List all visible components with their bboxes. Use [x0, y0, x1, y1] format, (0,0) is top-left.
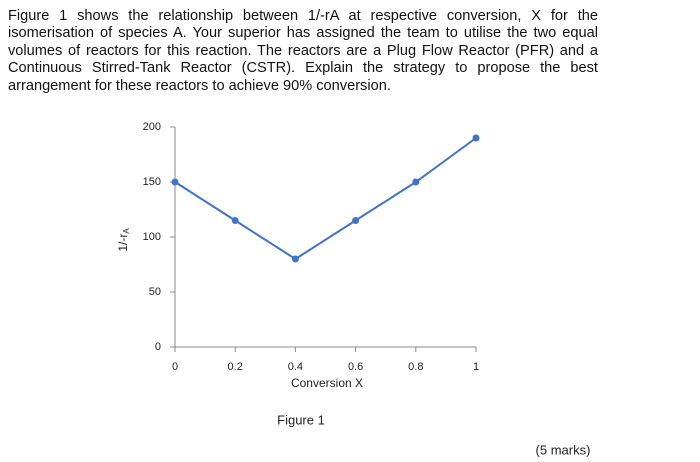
- data-point: [291, 255, 299, 263]
- x-tick-label: 0.4: [288, 361, 303, 373]
- question-text: Figure 1 shows the relationship between …: [8, 8, 598, 94]
- x-tick-label: 0.8: [408, 361, 423, 373]
- y-label-main: 1/-r: [116, 234, 130, 252]
- data-point: [472, 134, 480, 142]
- x-axis-label: Conversion X: [291, 376, 363, 390]
- data-point: [171, 178, 179, 186]
- y-axis-label: 1/-rA: [116, 228, 131, 252]
- x-tick-label: 0.6: [348, 361, 363, 373]
- y-label-sub: A: [122, 228, 131, 234]
- marks: (5 marks): [536, 442, 591, 457]
- x-tick-label: 1: [473, 361, 479, 373]
- data-point: [231, 217, 239, 224]
- y-tick-label: 100: [143, 231, 161, 243]
- y-tick-label: 200: [143, 121, 161, 133]
- data-point: [352, 217, 360, 224]
- x-tick-label: 0: [172, 361, 178, 373]
- figure-caption: Figure 1: [277, 412, 325, 427]
- y-tick-label: 150: [143, 176, 161, 188]
- data-point: [412, 178, 420, 186]
- y-tick-label: 0: [155, 341, 161, 353]
- y-tick-label: 50: [149, 286, 161, 298]
- series-line: [174, 137, 477, 261]
- x-tick-label: 0.2: [228, 361, 243, 373]
